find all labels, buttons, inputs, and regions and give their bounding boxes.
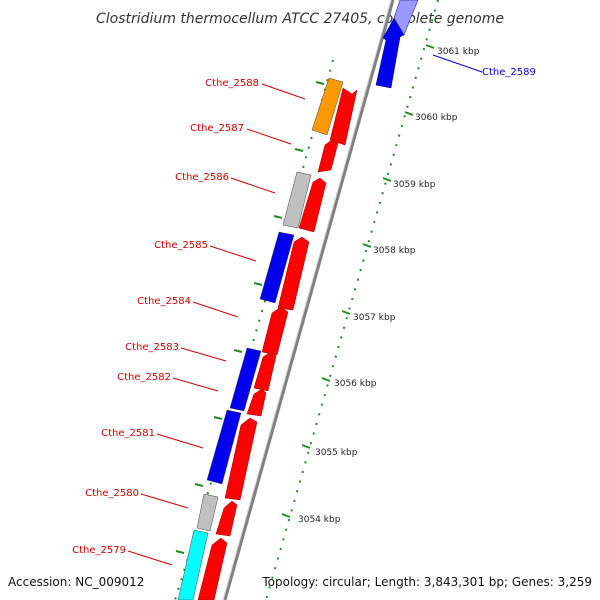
gene-cthe-2582[interactable]: [246, 388, 267, 417]
kbp-label-3057: 3057 kbp: [353, 313, 396, 323]
kbp-label-3058: 3058 kbp: [373, 246, 416, 256]
gene-label-cthe-2589[interactable]: Cthe_2589: [482, 67, 536, 78]
kbp-label-3054: 3054 kbp: [298, 515, 341, 525]
gene-label-cthe-2587[interactable]: Cthe_2587: [190, 123, 244, 134]
map-title: Clostridium thermocellum ATCC 27405, com…: [96, 11, 504, 27]
gene-label-cthe-2581[interactable]: Cthe_2581: [101, 428, 155, 439]
gene-cthe-2580[interactable]: [215, 500, 238, 537]
gene-box-blue-1[interactable]: [259, 231, 295, 304]
outer-major-ticks: [175, 81, 325, 554]
gene-label-cthe-2580[interactable]: Cthe_2580: [85, 488, 139, 499]
label-leader-cthe-2589: [432, 54, 483, 73]
genome-backbone-highlight: [222, 0, 392, 600]
major-ticks: [281, 44, 435, 518]
gene-label-cthe-2584[interactable]: Cthe_2584: [137, 296, 191, 307]
gene-cthe-2588[interactable]: [329, 87, 358, 146]
kbp-label-3056: 3056 kbp: [334, 379, 377, 389]
kbp-label-3060: 3060 kbp: [415, 113, 458, 123]
gene-cthe-2579[interactable]: [197, 537, 228, 600]
gene-label-cthe-2582[interactable]: Cthe_2582: [117, 372, 171, 383]
gene-cthe-2584[interactable]: [261, 306, 289, 356]
gene-label-cthe-2585[interactable]: Cthe_2585: [154, 240, 208, 251]
topology-text: Topology: circular; Length: 3,843,301 bp…: [261, 575, 592, 589]
gene-box-blue-2[interactable]: [229, 347, 262, 412]
forward-strand-genes: [197, 87, 358, 600]
gene-label-cthe-2588[interactable]: Cthe_2588: [205, 78, 259, 89]
gene-label-cthe-2579[interactable]: Cthe_2579: [72, 545, 126, 556]
accession-text: Accession: NC_009012: [8, 575, 144, 589]
gene-cthe-2585[interactable]: [277, 236, 310, 311]
kbp-label-3059: 3059 kbp: [393, 180, 436, 190]
gene-cthe-2589[interactable]: [375, 17, 405, 89]
gene-box-gray-1[interactable]: [282, 171, 312, 229]
gene-box-gray-2[interactable]: [196, 493, 219, 532]
gene-box-orange[interactable]: [311, 77, 344, 136]
genome-backbone: [223, 0, 395, 600]
kbp-label-3061: 3061 kbp: [437, 47, 480, 57]
gene-cthe-2586[interactable]: [298, 177, 327, 233]
kbp-label-3055: 3055 kbp: [315, 448, 358, 458]
gene-cthe-2581[interactable]: [224, 417, 258, 501]
reverse-strand-genes: [177, 77, 344, 600]
gene-label-cthe-2586[interactable]: Cthe_2586: [175, 172, 229, 183]
label-leaders: [127, 83, 306, 566]
gene-label-cthe-2583[interactable]: Cthe_2583: [125, 342, 179, 353]
gene-cthe-2589-extension[interactable]: [393, 0, 419, 36]
gene-box-cyan[interactable]: [177, 529, 209, 600]
gene-cthe-2583[interactable]: [253, 351, 277, 392]
gene-box-blue-3[interactable]: [206, 409, 242, 485]
gene-cthe-2587[interactable]: [317, 138, 339, 173]
